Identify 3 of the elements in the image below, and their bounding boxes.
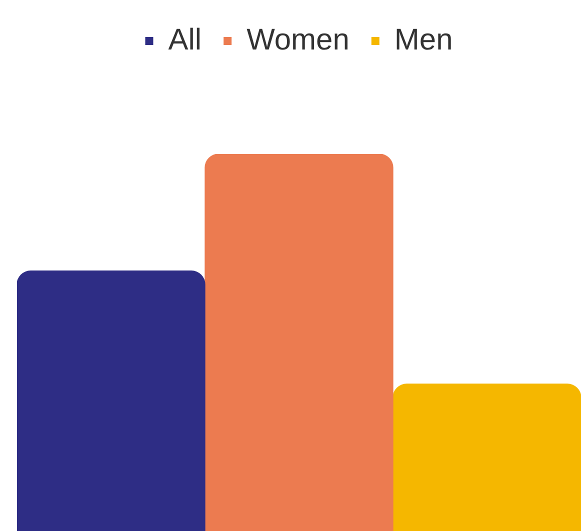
legend-label: Women [246, 23, 350, 56]
legend-label: Men [394, 23, 453, 56]
legend-label: All [168, 23, 202, 56]
